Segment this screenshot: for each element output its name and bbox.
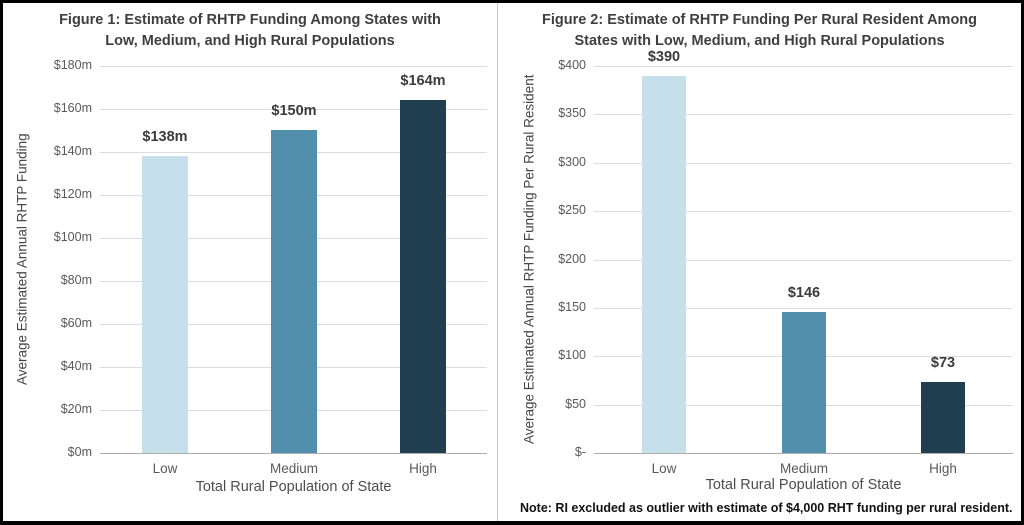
- figure2-bar-low: [642, 76, 686, 453]
- figure1-title: Figure 1: Estimate of RHTP Funding Among…: [3, 10, 497, 52]
- figure2-title-line2: States with Low, Medium, and High Rural …: [574, 33, 945, 49]
- figure2-y-tick-label: $100: [558, 348, 586, 362]
- figure1-value-label-medium: $150m: [271, 103, 317, 119]
- figure2-gridline: [594, 308, 1013, 309]
- figure2-category-label-medium: Medium: [779, 461, 828, 476]
- figure1-category-label-high: High: [409, 461, 437, 476]
- figure2-y-tick-label: $50: [565, 397, 586, 411]
- figure1-y-tick-label: $80m: [60, 273, 92, 287]
- figure1-value-label-low: $138m: [142, 129, 188, 145]
- figure2-gridline: [594, 211, 1013, 212]
- figure2-y-tick-label: $150: [558, 300, 586, 314]
- figure1-category-label-low: Low: [152, 461, 178, 476]
- figure1-gridline: [100, 109, 487, 110]
- figure1-y-tick-label: $160m: [53, 101, 92, 115]
- figure1-y-tick-label: $60m: [60, 316, 92, 330]
- figure1-y-tick-label: $100m: [53, 230, 92, 244]
- figure1-y-tick-label: $180m: [53, 58, 92, 72]
- figure2-gridline: [594, 260, 1013, 261]
- figure2-category-label-high: High: [929, 461, 957, 476]
- figure2-note: Note: RI excluded as outlier with estima…: [520, 501, 1013, 515]
- figure1-category-label-medium: Medium: [269, 461, 318, 476]
- figure2-value-label-low: $390: [647, 49, 681, 65]
- panel-divider: [497, 3, 498, 521]
- figure2-y-tick-label: $200: [558, 252, 586, 266]
- figure1-plot-area: $0m $20m $40m $60m $80m $100m $120m $140m $160m $…: [3, 3, 497, 521]
- figure1-bar-medium: [271, 130, 317, 453]
- figure2-x-axis-title: Total Rural Population of State: [705, 477, 902, 493]
- figure1-y-tick-label: $20m: [60, 402, 92, 416]
- figure2-y-tick-label: $250: [558, 203, 586, 217]
- figure2-title-line1: Figure 2: Estimate of RHTP Funding Per R…: [541, 12, 978, 28]
- figure2-gridline: [594, 163, 1013, 164]
- figure1-axis-baseline: [100, 453, 487, 454]
- figure2-gridline: [594, 114, 1013, 115]
- figure2-category-label-low: Low: [651, 461, 677, 476]
- figure1-value-label-high: $164m: [400, 73, 446, 89]
- figure1-title-line2: Low, Medium, and High Rural Populations: [105, 33, 395, 49]
- figure1-y-tick-label: $40m: [60, 359, 92, 373]
- figure2-y-tick-label: $350: [558, 106, 586, 120]
- figure2-value-label-high: $73: [930, 355, 956, 371]
- figure1-y-tick-label: $0m: [67, 445, 92, 459]
- figure2-y-tick-label: $400: [558, 58, 586, 72]
- figure1-title-line1: Figure 1: Estimate of RHTP Funding Among…: [59, 12, 441, 28]
- figure1-gridline: [100, 66, 487, 67]
- figure2-gridline: [594, 66, 1013, 67]
- figure2-panel: Figure 2: Estimate of RHTP Funding Per R…: [498, 3, 1021, 521]
- figure2-value-label-medium: $146: [787, 285, 821, 301]
- figure2-title: Figure 2: Estimate of RHTP Funding Per R…: [498, 10, 1021, 52]
- figure1-y-tick-label: $120m: [53, 187, 92, 201]
- figure2-bar-medium: [782, 312, 826, 453]
- figure1-panel: Figure 1: Estimate of RHTP Funding Among…: [3, 3, 497, 521]
- figure2-axis-baseline: [594, 453, 1013, 454]
- figure2-y-tick-label: $-: [574, 445, 586, 459]
- figure2-bar-high: [921, 382, 965, 453]
- figure1-bar-low: [142, 156, 188, 453]
- figure1-y-tick-label: $140m: [53, 144, 92, 158]
- figure2-y-tick-label: $300: [558, 155, 586, 169]
- figure2-plot-area: $- $50 $100 $150 $200 $250 $300 $350 $400 $390 Low…: [498, 3, 1021, 521]
- figure1-x-axis-title: Total Rural Population of State: [195, 479, 392, 495]
- figure1-bar-high: [400, 100, 446, 453]
